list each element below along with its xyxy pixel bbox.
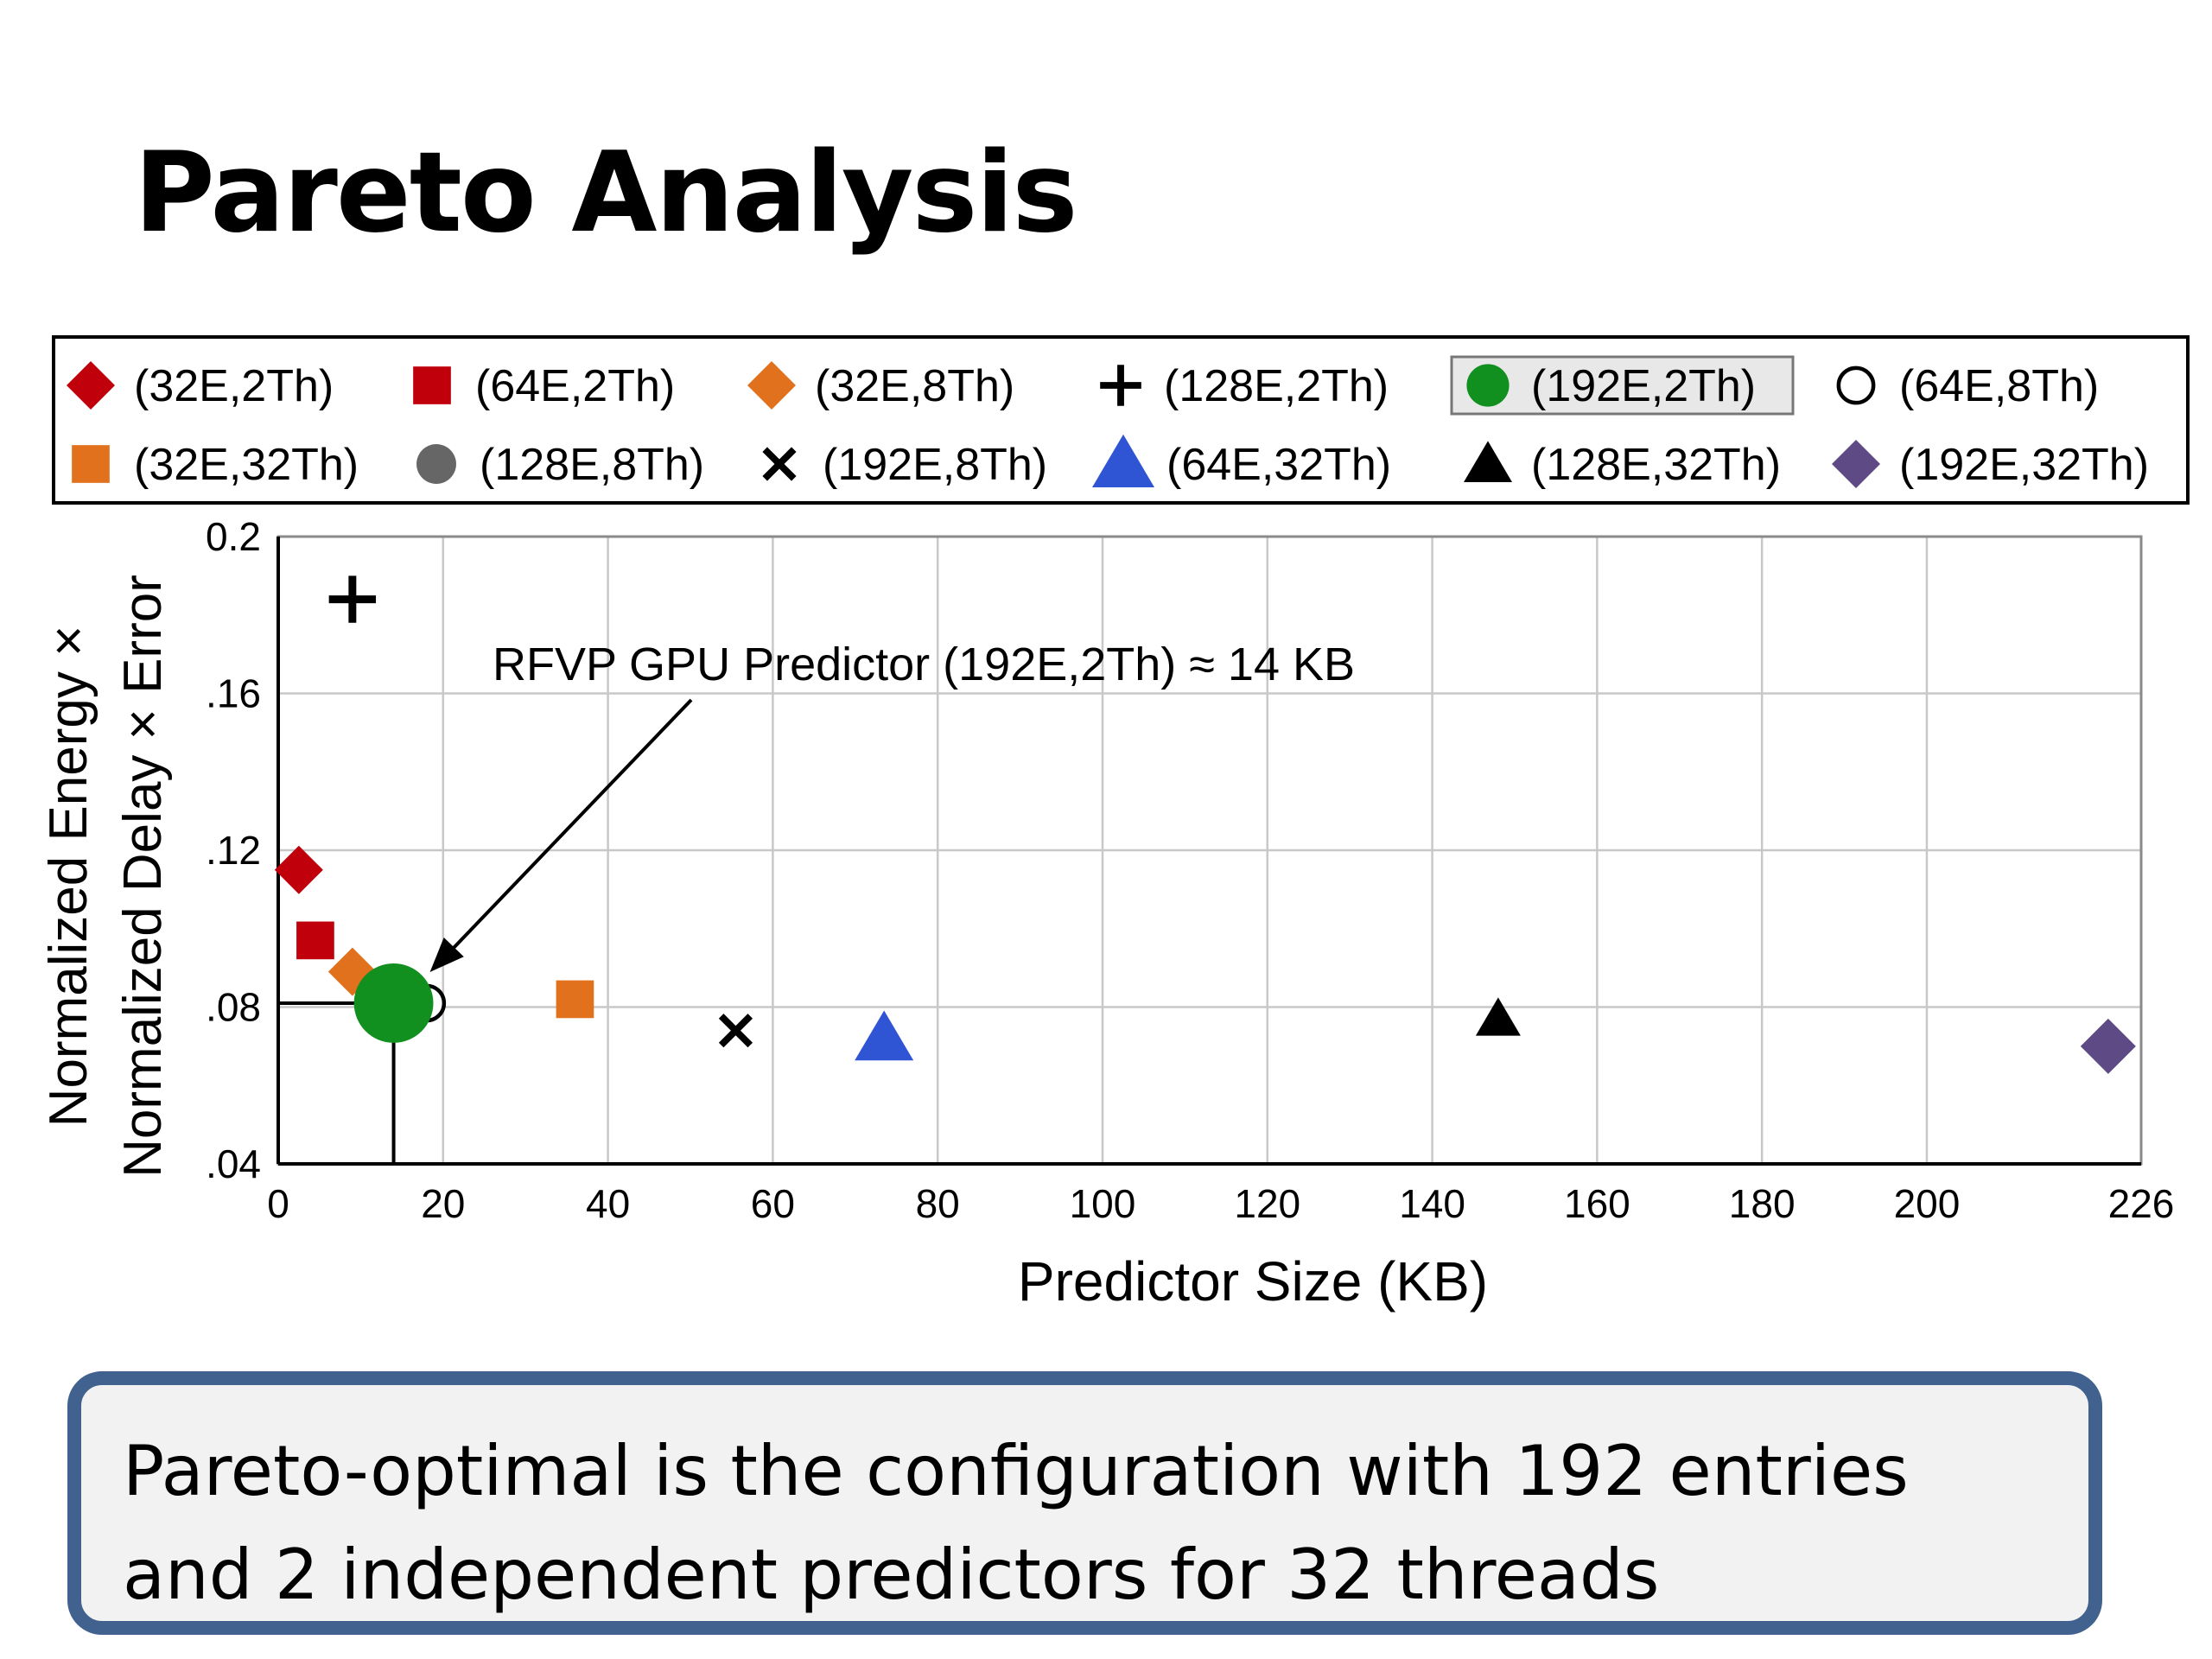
square-marker bbox=[413, 366, 451, 404]
legend: (32E,2Th) (64E,2Th) (32E,8Th) (128E,2Th) (19… bbox=[52, 335, 2190, 505]
x-tick-label: 226 bbox=[2108, 1181, 2175, 1226]
legend-item: (64E,2Th) bbox=[413, 361, 675, 411]
y-tick-labels: .04 .08 .12 .16 0.2 bbox=[206, 514, 261, 1186]
x-marker-b bbox=[718, 1014, 753, 1048]
x-marker-b bbox=[762, 447, 797, 481]
diamond-marker bbox=[2080, 1018, 2136, 1074]
legend-item: (192E,8Th) bbox=[762, 440, 1047, 490]
scatter-chart: 0 20 40 60 80 100 120 140 160 180 200 226 .04 .08 .12.… bbox=[39, 335, 2190, 1313]
x-tick-label: 200 bbox=[1894, 1181, 1961, 1226]
y-axis-title-line: Normalized Delay × Error bbox=[113, 575, 173, 1178]
diamond-marker bbox=[274, 845, 323, 894]
circle-marker bbox=[353, 963, 434, 1043]
grid-lines bbox=[278, 537, 2141, 1164]
x-axis-title: Predictor Size (KB) bbox=[1018, 1250, 1488, 1313]
legend-label: (32E,8Th) bbox=[815, 361, 1014, 411]
annotation-arrow-head bbox=[429, 938, 464, 972]
triangle-marker bbox=[1464, 441, 1512, 482]
data-point bbox=[274, 845, 323, 894]
data-point bbox=[855, 1010, 914, 1061]
open-circle-marker bbox=[1836, 365, 1876, 405]
data-points bbox=[274, 575, 2136, 1074]
y-tick-label: .08 bbox=[206, 985, 261, 1030]
slide-title: Pareto Analysis bbox=[134, 129, 1077, 257]
square-marker bbox=[72, 445, 110, 483]
legend-item: (32E,2Th) bbox=[67, 361, 334, 411]
data-point bbox=[1475, 997, 1521, 1036]
square-marker bbox=[556, 980, 594, 1019]
y-tick-label: .16 bbox=[206, 671, 261, 716]
legend-item: (128E,32Th) bbox=[1464, 440, 1781, 490]
y-tick-label: 0.2 bbox=[206, 514, 261, 559]
legend-item: (32E,8Th) bbox=[747, 361, 1014, 411]
x-tick-labels: 0 20 40 60 80 100 120 140 160 180 200 226 bbox=[267, 1181, 2174, 1226]
x-tick-label: 40 bbox=[586, 1181, 630, 1226]
legend-label: (64E,8Th) bbox=[1899, 361, 2099, 411]
legend-label: (128E,2Th) bbox=[1164, 361, 1389, 411]
y-axis-title-line: Normalized Energy × bbox=[39, 626, 99, 1128]
data-point bbox=[718, 1014, 753, 1048]
callout-line-2: and 2 independent predictors for 32 thre… bbox=[123, 1535, 1660, 1615]
legend-label: (64E,2Th) bbox=[475, 361, 675, 411]
callout-line-1: Pareto-optimal is the configuration with… bbox=[123, 1431, 1909, 1511]
legend-label: (32E,2Th) bbox=[134, 361, 334, 411]
x-tick-label: 100 bbox=[1070, 1181, 1136, 1226]
data-point bbox=[556, 980, 594, 1019]
data-point bbox=[328, 575, 377, 623]
data-point bbox=[296, 921, 334, 960]
legend-label: (128E,8Th) bbox=[480, 440, 704, 490]
square-marker bbox=[296, 921, 334, 960]
triangle-marker bbox=[1475, 997, 1521, 1036]
triangle-marker bbox=[1092, 434, 1154, 487]
diamond-marker bbox=[1832, 440, 1880, 488]
legend-item: (64E,8Th) bbox=[1836, 361, 2099, 411]
legend-label: (192E,8Th) bbox=[823, 440, 1047, 490]
circle-marker bbox=[416, 444, 456, 484]
legend-item: (128E,2Th) bbox=[1100, 361, 1389, 411]
x-tick-label: 120 bbox=[1234, 1181, 1300, 1226]
data-point bbox=[2080, 1018, 2136, 1074]
annotation-arrow-line bbox=[441, 698, 693, 962]
legend-label: (192E,2Th) bbox=[1531, 361, 1756, 411]
x-tick-label: 0 bbox=[267, 1181, 289, 1226]
legend-item: (64E,32Th) bbox=[1092, 434, 1391, 490]
data-point bbox=[353, 963, 434, 1043]
x-tick-label: 20 bbox=[421, 1181, 465, 1226]
legend-item: (128E,8Th) bbox=[416, 440, 704, 490]
x-tick-label: 140 bbox=[1399, 1181, 1465, 1226]
y-tick-label: .04 bbox=[206, 1141, 261, 1186]
y-tick-label: .12 bbox=[206, 828, 261, 873]
circle-marker bbox=[1466, 364, 1510, 407]
diamond-marker bbox=[67, 361, 115, 410]
legend-item: (192E,2Th) bbox=[1450, 355, 1795, 416]
x-tick-label: 160 bbox=[1564, 1181, 1630, 1226]
y-axis-title: Normalized Energy × Normalized Delay × Er… bbox=[39, 575, 173, 1178]
triangle-marker bbox=[855, 1010, 914, 1061]
x-tick-label: 80 bbox=[916, 1181, 960, 1226]
legend-label: (32E,32Th) bbox=[134, 440, 359, 490]
legend-item: (32E,32Th) bbox=[72, 440, 359, 490]
legend-label: (128E,32Th) bbox=[1531, 440, 1781, 490]
x-tick-label: 180 bbox=[1729, 1181, 1796, 1226]
x-tick-label: 60 bbox=[751, 1181, 795, 1226]
diamond-marker bbox=[747, 361, 796, 410]
annotation-text: RFVP GPU Predictor (192E,2Th) ≈ 14 KB bbox=[493, 639, 1355, 690]
legend-item: (192E,32Th) bbox=[1832, 440, 2149, 490]
conclusion-callout: Pareto-optimal is the configuration with… bbox=[67, 1371, 2102, 1635]
legend-label: (64E,32Th) bbox=[1166, 440, 1391, 490]
legend-label: (192E,32Th) bbox=[1899, 440, 2149, 490]
